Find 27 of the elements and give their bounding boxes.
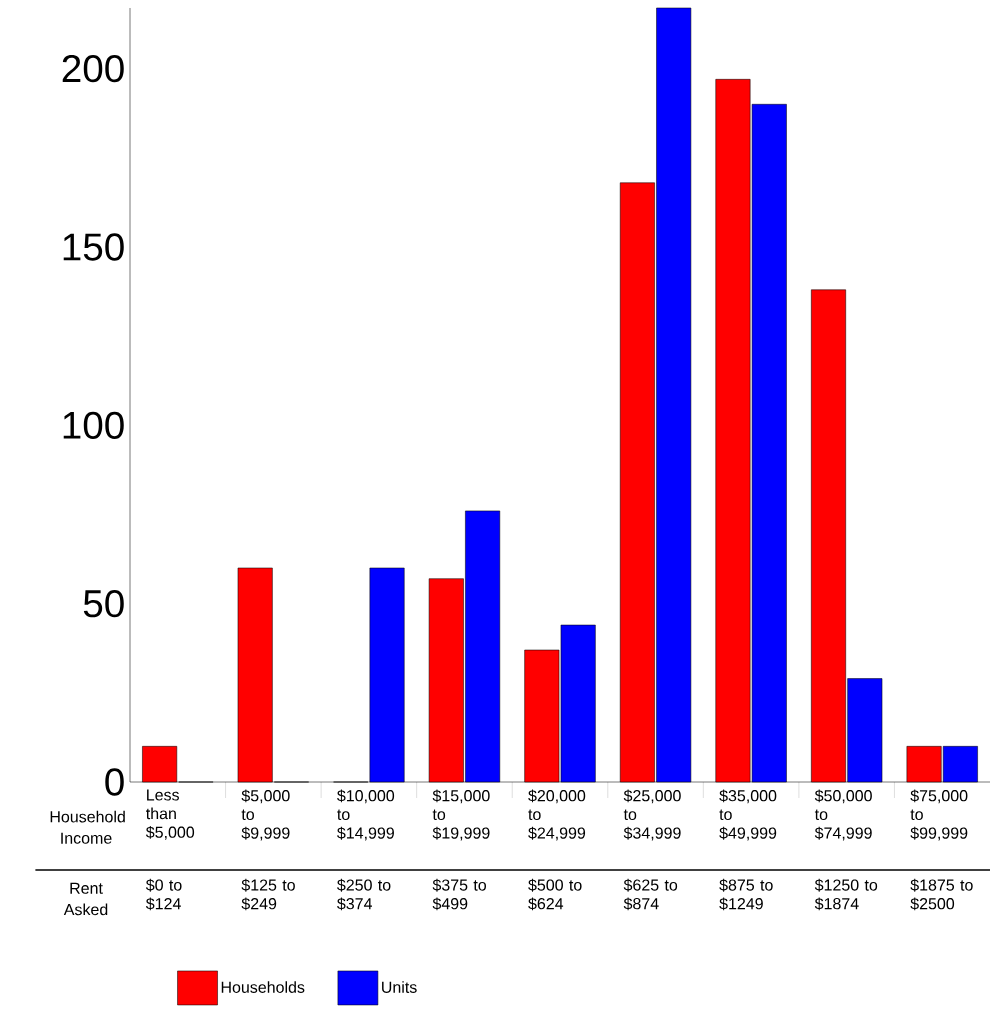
x-tick-label: $5,000 to $9,999 bbox=[241, 789, 290, 841]
text: $625 to $874 bbox=[623, 878, 678, 911]
text: $125 to $249 bbox=[241, 878, 295, 911]
y-tick-label: 0 bbox=[105, 768, 124, 796]
y-tick-label: 200 bbox=[62, 54, 124, 83]
text: $875 to $1249 bbox=[719, 878, 773, 911]
text: $375 to $499 bbox=[432, 878, 487, 911]
x-tick-label: $75,000 to $99,999 bbox=[910, 789, 968, 841]
x-tick-label: $25,000 to $34,999 bbox=[623, 789, 681, 841]
text: $250 to $374 bbox=[337, 878, 391, 911]
x-tick-label: $15,000 to $19,999 bbox=[432, 789, 490, 841]
legend-label: Households bbox=[221, 981, 305, 993]
x-tick-label: $35,000 to $49,999 bbox=[719, 789, 777, 841]
text: $1250 to $1874 bbox=[814, 878, 878, 911]
x-tick-label: Less than $5,000 bbox=[145, 789, 195, 840]
x-tick-label: $10,000 to $14,999 bbox=[337, 789, 395, 841]
text: Rent Asked bbox=[63, 882, 108, 916]
text: $0 to $124 bbox=[145, 878, 182, 911]
text: $1875 to $2500 bbox=[910, 878, 973, 911]
x-tick-label: $50,000 to $74,999 bbox=[814, 789, 872, 841]
y-tick-label: 50 bbox=[83, 589, 124, 618]
y-tick-label: 150 bbox=[63, 233, 124, 261]
x-tick-label: $20,000 to $24,999 bbox=[528, 789, 586, 841]
text: $500 to $624 bbox=[528, 878, 582, 911]
x-axis-title: Household Income bbox=[50, 810, 125, 844]
y-tick-label: 100 bbox=[63, 411, 124, 439]
legend-label: Units bbox=[382, 981, 417, 993]
